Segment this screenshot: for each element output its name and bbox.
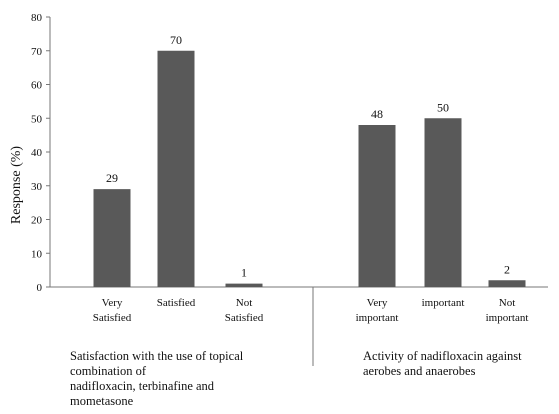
bar	[488, 280, 526, 287]
y-tick-label: 20	[31, 215, 43, 227]
bar-value-label: 1	[241, 266, 247, 280]
group-labels: Satisfaction with the use of topicalcomb…	[70, 349, 522, 408]
category-label: Very	[102, 297, 123, 309]
category-label: important	[422, 297, 465, 309]
group-label: nadifloxacin, terbinafine and	[70, 379, 215, 393]
bar-value-label: 2	[504, 262, 510, 276]
category-label: important	[356, 312, 399, 324]
y-tick-label: 50	[31, 113, 43, 125]
y-axis: 0 10 20 30 40 50 60 70 80	[31, 12, 51, 294]
category-label: Very	[367, 297, 388, 309]
y-tick-label: 40	[31, 147, 43, 159]
y-tick-label: 0	[37, 282, 43, 294]
category-label: important	[486, 312, 529, 324]
category-label: Not	[236, 297, 253, 309]
category-label: Satisfied	[157, 297, 196, 309]
y-tick-label: 30	[31, 181, 43, 193]
category-label: Satisfied	[93, 312, 132, 324]
bar	[93, 189, 131, 287]
bar	[424, 118, 462, 287]
bar	[157, 50, 195, 287]
bar-value-label: 70	[170, 33, 182, 47]
category-labels: Very Satisfied Satisfied Not Satisfied Very im…	[93, 297, 529, 324]
group-label: Activity of nadifloxacin against	[363, 349, 522, 363]
y-axis-label: Response (%)	[9, 146, 24, 224]
category-label: Not	[499, 297, 516, 309]
y-tick-label: 10	[31, 248, 43, 260]
group-label: combination of	[70, 364, 147, 378]
y-tick-label: 80	[31, 12, 43, 24]
group-label: aerobes and anaerobes	[363, 364, 476, 378]
bar-value-label: 48	[371, 107, 383, 121]
group-label: Satisfaction with the use of topical	[70, 349, 244, 363]
bar-value-label: 50	[437, 100, 449, 114]
bar	[225, 283, 263, 287]
x-axis	[50, 286, 548, 366]
category-label: Satisfied	[225, 312, 264, 324]
data-labels: 29 70 1 48 50 2	[106, 33, 510, 280]
y-tick-label: 70	[31, 46, 43, 58]
y-tick-label: 60	[31, 80, 43, 92]
bar	[358, 125, 396, 287]
bar-value-label: 29	[106, 171, 118, 185]
group-label: mometasone	[70, 394, 134, 408]
bars	[93, 50, 526, 287]
